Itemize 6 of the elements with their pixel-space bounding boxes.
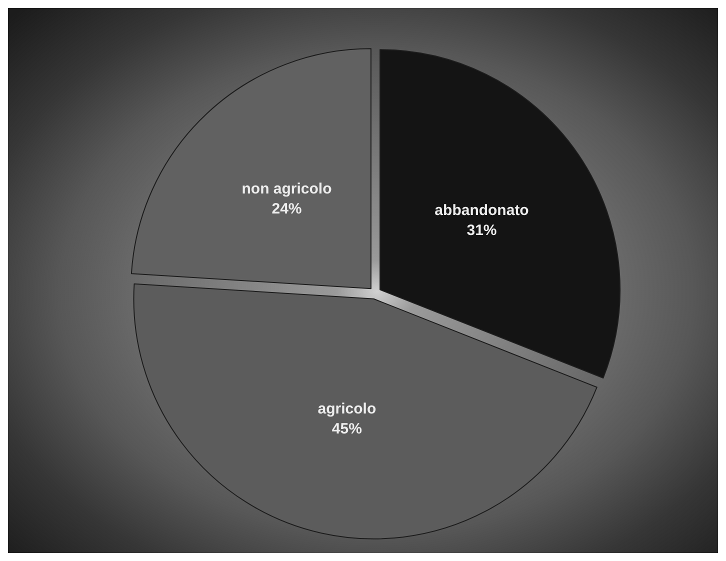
slice-label: agricolo [318,400,376,418]
slice-label: non agricolo [242,180,332,198]
slice-label: abbandonato [434,202,529,220]
data-label: 31% [466,222,497,240]
data-label: 45% [332,420,362,438]
data-label: 24% [272,200,302,218]
